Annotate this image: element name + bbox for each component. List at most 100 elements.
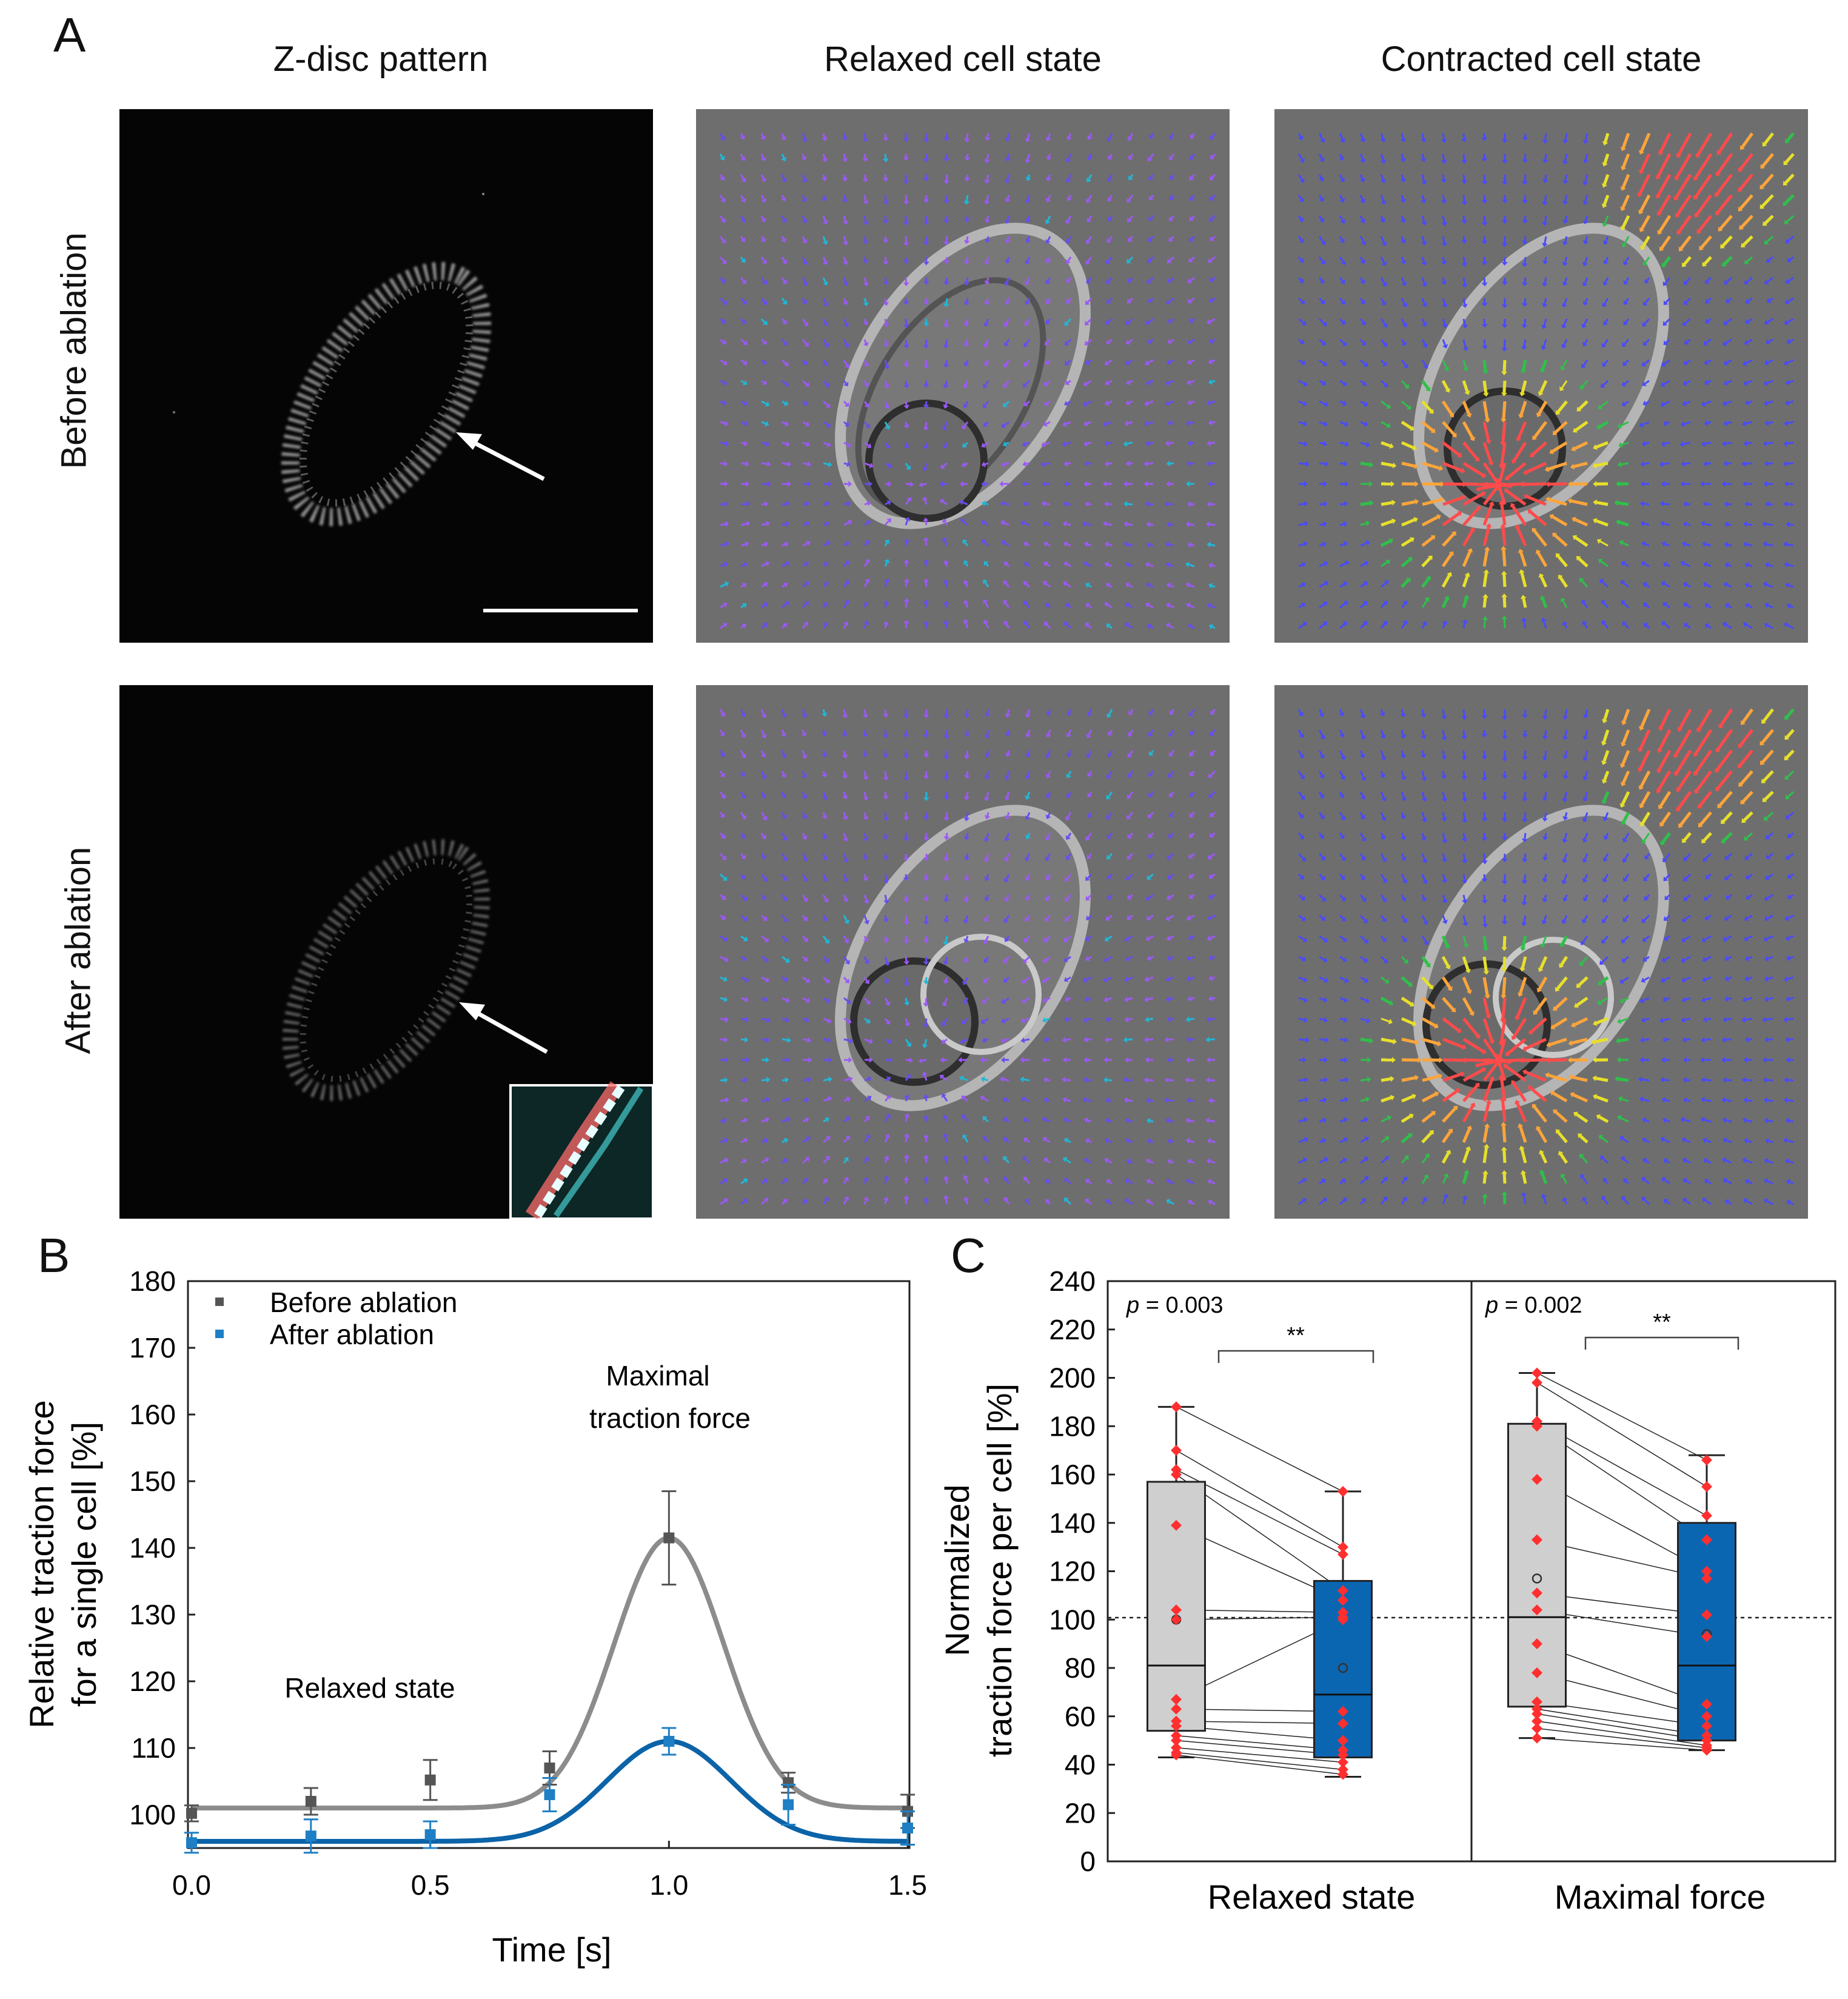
vector-arrowhead [1342,381,1347,386]
vector-arrow [1621,462,1629,466]
vector-arrow [1442,441,1461,457]
vector-arrowhead [906,465,911,470]
vector-arrowhead [1745,298,1750,304]
vector-arrow [884,561,888,567]
vector-arrow [1786,1139,1794,1143]
vector-arrowhead [1208,874,1214,879]
vector-arrow [1564,771,1568,776]
vector-arrow [1544,215,1547,223]
vector-arrowhead [1020,1057,1024,1063]
vector-arrow [1211,380,1216,383]
vector-arrowhead [1593,1020,1598,1026]
vector-arrowhead [1143,1077,1148,1083]
inset-image [509,1081,653,1219]
vector-arrowhead [1673,196,1679,201]
vector-arrowhead [1400,158,1407,162]
vector-arrow [1088,791,1093,795]
vector-arrow [1564,894,1568,899]
vector-arrow [740,1200,746,1205]
vector-arrowhead [1764,1036,1769,1043]
vector-arrowhead [885,1113,891,1119]
vector-arrow [1108,174,1113,179]
vector-arrow [1766,523,1773,526]
vector-arrow [1088,1180,1092,1185]
vector-arrowhead [903,714,909,718]
vector-arrowhead [765,401,770,407]
vector-arrowhead [1408,1113,1414,1119]
vector-arrowhead [980,520,986,526]
vector-arrow [1483,339,1486,346]
vector-arrow [1686,523,1691,526]
vector-arrowhead [964,177,971,182]
vector-arrowhead [919,481,923,487]
vector-arrow [1664,318,1671,324]
vector-arrowhead [983,1197,989,1202]
vector-arrowhead [1521,818,1528,823]
vector-arrow [1211,297,1216,301]
vector-arrow [1190,256,1195,261]
vector-arrow [1319,380,1324,384]
vector-arrowhead [923,877,929,881]
vector-arrow [1761,194,1774,208]
vector-arrow [1462,551,1471,567]
vector-arrow [1743,811,1753,822]
vector-arrow [1441,574,1451,588]
vector-arrow [1086,297,1093,303]
vector-arrowhead [1462,619,1468,624]
vector-arrowhead [1661,1177,1667,1182]
vector-arrow [945,236,948,242]
vector-arrow [1190,956,1195,960]
vector-arrow [1664,441,1670,445]
vector-arrow [1644,338,1650,344]
vector-arrow [1605,832,1609,837]
vector-arrow [1579,1134,1589,1143]
vector-arrowhead [1420,754,1427,758]
vector-arrow [1421,1131,1433,1143]
vector-arrow [1584,195,1589,202]
vector-arrow [963,1116,969,1122]
vector-arrow [986,153,989,160]
vector-arrowhead [1189,751,1194,757]
vector-arrowhead [1561,344,1567,349]
vector-arrowhead [1765,501,1769,507]
vector-arrowhead [864,959,870,965]
vector-arrowhead [1441,879,1448,883]
vector-arrow [1106,935,1113,940]
vector-arrow [1604,874,1609,880]
vector-arrowhead [1323,481,1327,487]
vector-arrowhead [740,712,746,717]
vector-arrow [945,977,948,981]
vector-arrow [1727,997,1732,1000]
vector-arrowhead [1615,1037,1620,1044]
vector-arrowhead [787,461,791,467]
vector-arrowhead [1340,219,1345,224]
vector-arrow [1421,153,1425,159]
vector-arrowhead [1441,280,1447,285]
vector-arrowhead [826,1136,831,1141]
vector-arrowhead [741,814,746,820]
vector-arrowhead [1185,1077,1189,1083]
vector-arrow [802,915,806,919]
vector-arrow [1644,563,1650,568]
vector-arrowhead [842,301,849,306]
vector-arrowhead [1784,320,1789,326]
vector-arrowhead [785,521,790,527]
vector-arrowhead [1421,221,1427,226]
vector-arrowhead [1408,557,1413,562]
vector-arrow [1025,623,1031,629]
vector-arrowhead [1106,894,1111,900]
vector-arrowhead [805,441,811,447]
vector-arrowhead [1003,600,1008,605]
vector-arrowhead [962,443,967,447]
vector-arrowhead [1447,986,1453,991]
vector-arrowhead [1000,1057,1005,1063]
vector-arrow [1663,1138,1670,1143]
vector-arrow [1003,1078,1009,1082]
vector-arrowhead [1025,896,1031,901]
vector-arrow [863,915,868,922]
vector-arrowhead [1602,1177,1608,1183]
vector-arrowhead [740,733,746,738]
vector-arrowhead [1003,383,1008,388]
vector-arrowhead [720,834,726,839]
vector-arrow [719,256,725,263]
